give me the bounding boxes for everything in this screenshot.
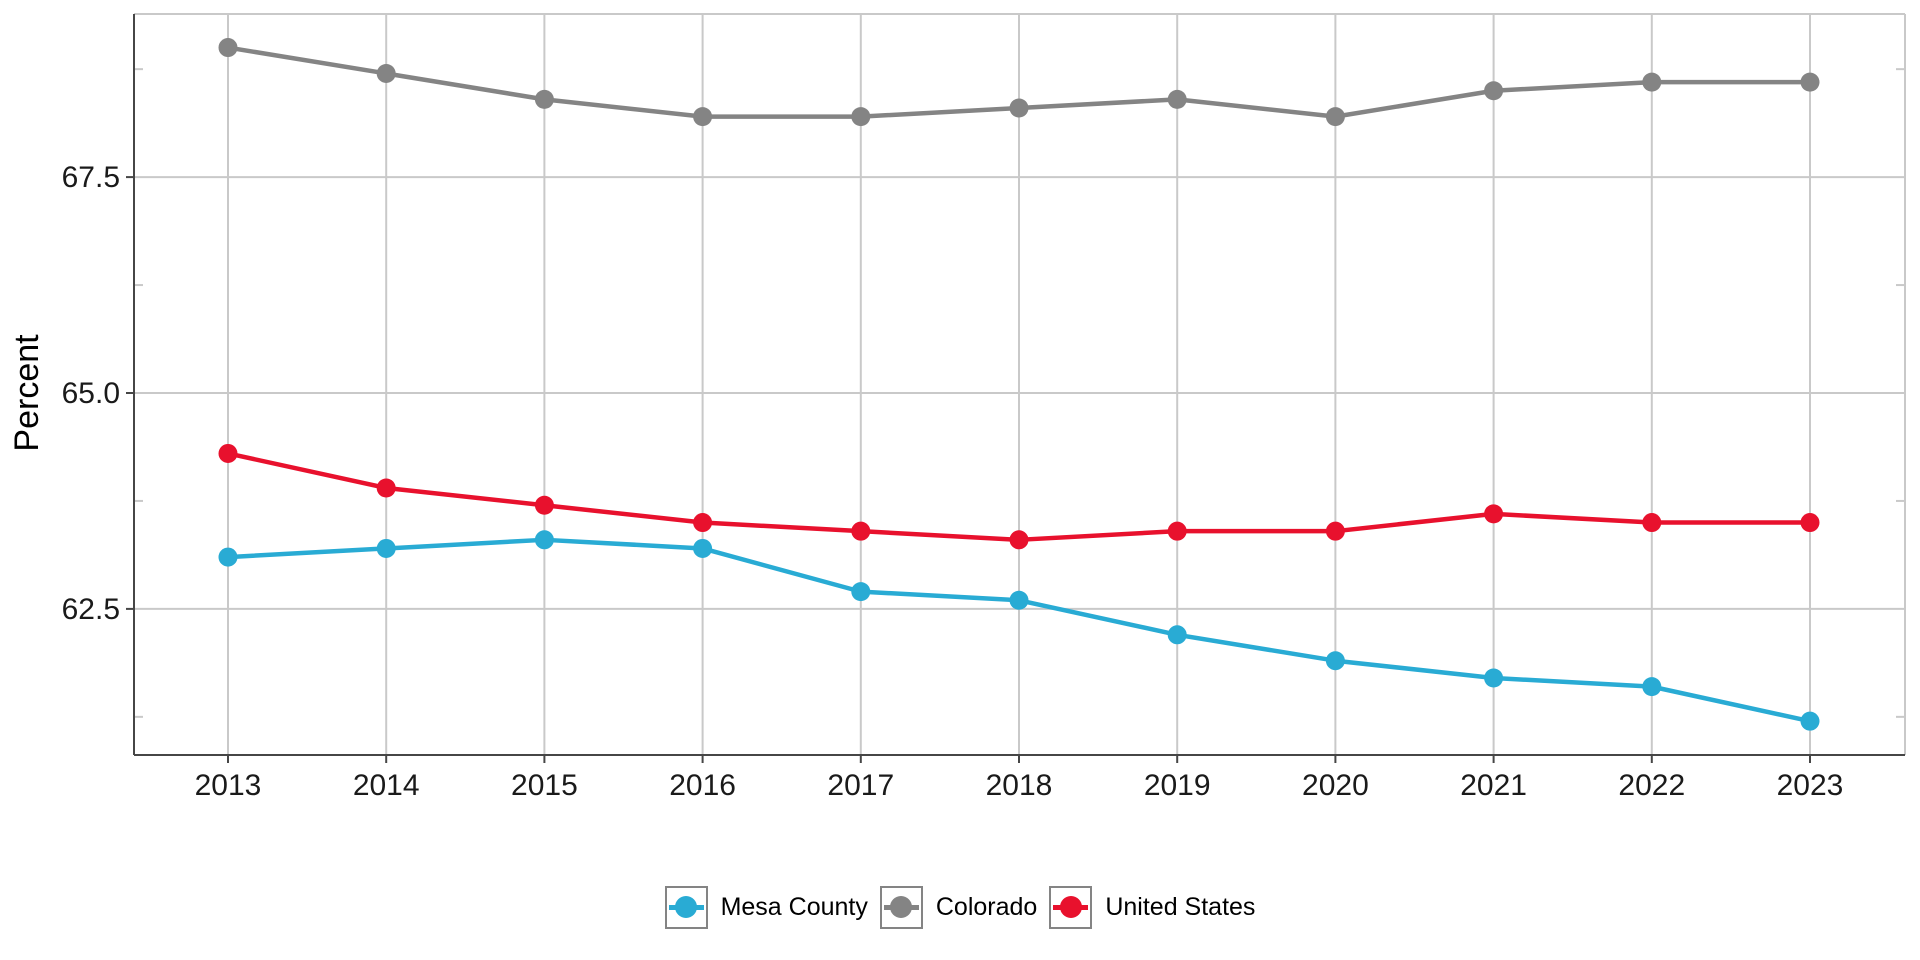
chart-legend: Mesa County Colorado United States xyxy=(0,872,1920,942)
data-point-mesa-county-2018 xyxy=(1009,590,1029,610)
data-point-mesa-county-2021 xyxy=(1484,668,1504,688)
x-tick-label: 2021 xyxy=(1460,769,1527,802)
data-point-mesa-county-2022 xyxy=(1642,677,1662,697)
data-point-mesa-county-2015 xyxy=(534,530,554,550)
data-point-united-states-2020 xyxy=(1325,521,1345,541)
y-tick-label: 67.5 xyxy=(62,161,120,194)
legend-item-colorado: Colorado xyxy=(879,885,1038,929)
data-point-united-states-2016 xyxy=(693,513,713,533)
legend-item-mesa-county: Mesa County xyxy=(664,885,868,929)
data-point-united-states-2017 xyxy=(851,521,871,541)
plot-area-svg: 62.5 65.0 67.5 2013 2014 2015 2016 2017 2018 2019… xyxy=(62,13,1906,802)
x-tick-label: 2016 xyxy=(669,769,736,802)
data-point-united-states-2019 xyxy=(1167,521,1187,541)
data-point-mesa-county-2016 xyxy=(693,538,713,558)
y-axis-title: Percent xyxy=(8,334,46,452)
legend-item-united-states: United States xyxy=(1049,885,1256,929)
legend-key-colorado xyxy=(879,885,923,929)
x-tick-label: 2014 xyxy=(353,769,420,802)
data-point-united-states-2014 xyxy=(376,478,396,498)
x-tick-label: 2022 xyxy=(1618,769,1685,802)
x-tick-label: 2019 xyxy=(1144,769,1211,802)
data-point-colorado-2017 xyxy=(851,107,871,127)
legend-key-dot xyxy=(890,896,913,918)
data-point-colorado-2015 xyxy=(534,89,554,109)
data-point-colorado-2022 xyxy=(1642,72,1662,92)
data-point-colorado-2021 xyxy=(1484,81,1504,101)
data-point-united-states-2018 xyxy=(1009,530,1029,550)
x-tick-label: 2017 xyxy=(827,769,894,802)
x-tick-label: 2020 xyxy=(1302,769,1369,802)
data-point-mesa-county-2014 xyxy=(376,538,396,558)
legend-key-mesa-county xyxy=(664,885,708,929)
data-point-united-states-2013 xyxy=(218,443,238,463)
data-point-mesa-county-2020 xyxy=(1325,651,1345,671)
data-point-colorado-2023 xyxy=(1800,72,1820,92)
data-point-mesa-county-2017 xyxy=(851,582,871,602)
data-point-colorado-2016 xyxy=(693,107,713,127)
data-point-mesa-county-2023 xyxy=(1800,711,1820,731)
line-chart: 62.5 65.0 67.5 2013 2014 2015 2016 2017 2018 2019… xyxy=(8,13,1906,802)
data-point-colorado-2018 xyxy=(1009,98,1029,118)
legend-key-dot xyxy=(675,896,698,918)
x-tick-label: 2018 xyxy=(986,769,1053,802)
legend-key-dot xyxy=(1059,896,1082,918)
x-tick-label: 2013 xyxy=(195,769,262,802)
data-point-colorado-2013 xyxy=(218,38,238,58)
data-point-united-states-2021 xyxy=(1484,504,1504,524)
legend-key-united-states xyxy=(1049,885,1093,929)
y-tick-label: 65.0 xyxy=(62,377,120,410)
data-point-colorado-2020 xyxy=(1325,107,1345,127)
x-tick-label: 2015 xyxy=(511,769,578,802)
data-point-united-states-2015 xyxy=(534,495,554,515)
data-point-united-states-2022 xyxy=(1642,513,1662,533)
data-point-united-states-2023 xyxy=(1800,513,1820,533)
y-tick-label: 62.5 xyxy=(62,593,120,626)
legend-label-united-states: United States xyxy=(1105,892,1256,921)
x-tick-label: 2023 xyxy=(1777,769,1844,802)
data-point-mesa-county-2019 xyxy=(1167,625,1187,645)
legend-label-mesa-county: Mesa County xyxy=(720,892,868,921)
legend-label-colorado: Colorado xyxy=(935,892,1038,921)
data-point-colorado-2019 xyxy=(1167,89,1187,109)
data-point-colorado-2014 xyxy=(376,63,396,83)
data-point-mesa-county-2013 xyxy=(218,547,238,567)
